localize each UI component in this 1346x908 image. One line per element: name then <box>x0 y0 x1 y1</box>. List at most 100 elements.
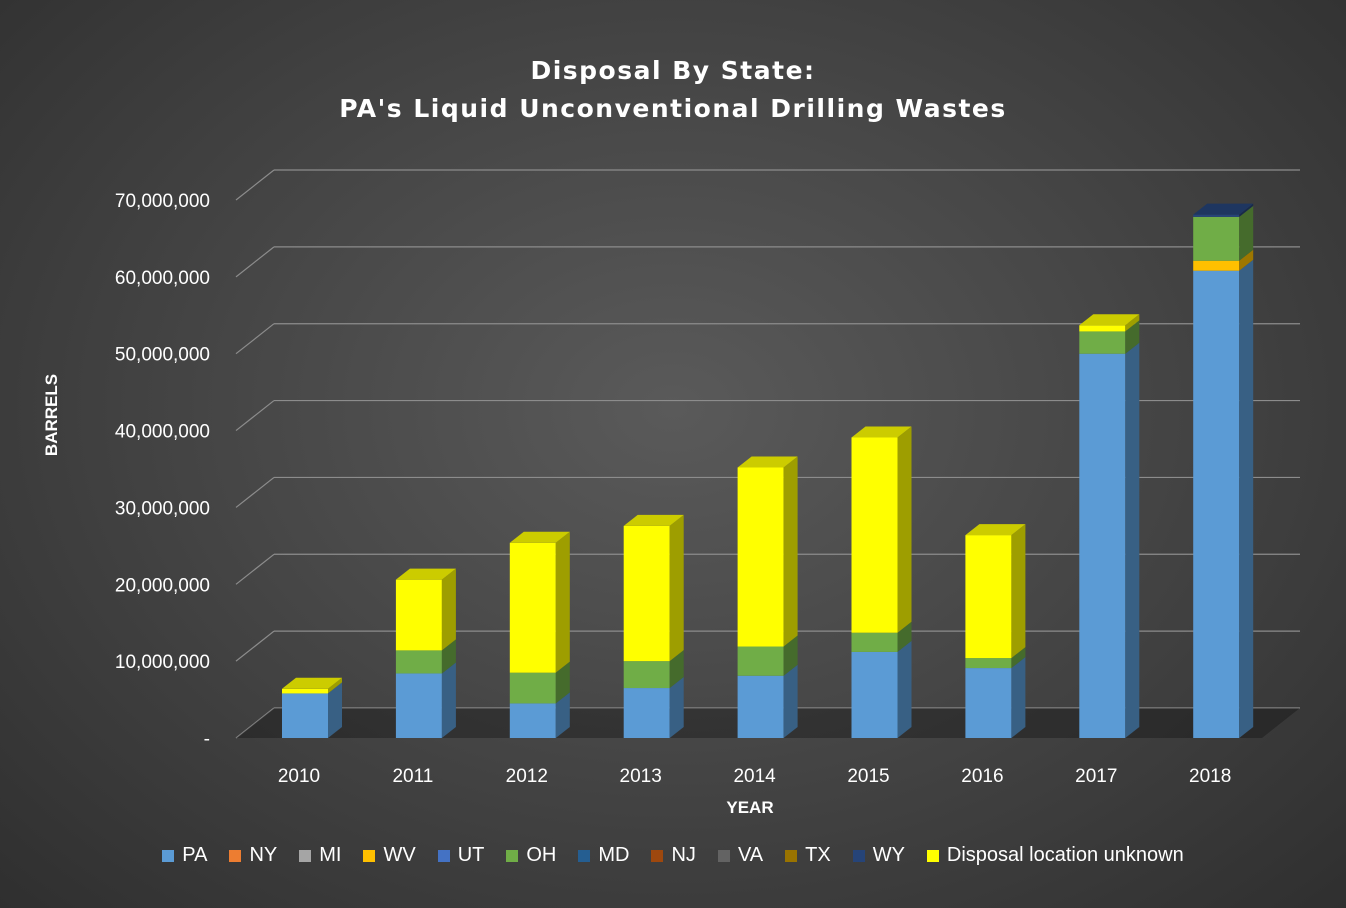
bar-segment-oh-2015 <box>851 632 898 652</box>
bar-group-2017 <box>1079 314 1140 738</box>
bar-segment-side <box>1011 647 1026 669</box>
x-tick-label: 2014 <box>733 766 776 787</box>
bar-top-face <box>1079 314 1140 326</box>
chart-title-line-1: Disposal By State: <box>530 56 816 85</box>
bar-segment-side <box>1011 524 1026 659</box>
legend-swatch <box>578 849 591 862</box>
bar-segment-side <box>669 650 684 689</box>
legend-label: VA <box>737 844 764 866</box>
bar-segment-side <box>555 692 570 738</box>
bar-segment-side <box>441 639 456 674</box>
bar-segment-side <box>1125 320 1140 354</box>
bar-segment-side <box>1239 249 1254 271</box>
gridline-diagonal <box>235 630 275 662</box>
legend-swatch <box>785 849 798 862</box>
x-tick-label: 2017 <box>1075 766 1117 787</box>
legend-label: OH <box>526 844 557 866</box>
bar-group-2015 <box>851 426 912 738</box>
bar-segment-disposal-location-unknown-2016 <box>965 535 1012 659</box>
y-tick-label: 70,000,000 <box>115 191 210 212</box>
legend-item: OH <box>506 844 556 867</box>
bar-segment-pa-2013 <box>623 688 670 738</box>
bar-segment-pa-2015 <box>851 651 898 738</box>
bar-segment-oh-2014 <box>737 646 784 676</box>
bar-segment-oh-2016 <box>965 658 1012 669</box>
legend-swatch <box>506 849 519 862</box>
legend-label: NY <box>249 844 278 866</box>
bar-segment-disposal-location-unknown-2015 <box>851 437 898 633</box>
x-tick-label: 2013 <box>620 766 662 787</box>
bar-segment-side <box>555 661 570 704</box>
bar-segment-disposal-location-unknown-2010 <box>282 688 328 694</box>
bar-segment-side <box>783 635 798 676</box>
y-axis-ticks: - 10,000,000 20,000,000 30,000,000 40,000,00… <box>115 191 210 750</box>
bar-segment-side <box>1239 203 1254 217</box>
y-axis-label: BARRELS <box>42 373 61 457</box>
bar-segment-side <box>669 514 684 662</box>
bar-segment-side <box>783 456 798 647</box>
y-tick-label: 50,000,000 <box>115 345 210 366</box>
bar-segment-disposal-location-unknown-2017 <box>1079 325 1126 332</box>
bar-segment-pa-2017 <box>1079 353 1126 738</box>
bar-segment-disposal-location-unknown-2014 <box>737 467 784 647</box>
bar-group-2011 <box>395 568 456 738</box>
bar-segment-pa-2014 <box>737 675 784 738</box>
legend-swatch <box>363 849 376 862</box>
legend-swatch <box>926 849 939 862</box>
bar-segment-side <box>555 531 570 673</box>
legend-label: WY <box>872 844 905 866</box>
y-tick-label: 40,000,000 <box>115 422 210 443</box>
bar-segment-wy-2018 <box>1193 214 1240 217</box>
bar-segment-pa-2016 <box>965 668 1012 738</box>
x-tick-label: 2018 <box>1189 766 1231 787</box>
bar-group-2014 <box>737 456 798 738</box>
bar-segment-side <box>1125 342 1140 738</box>
bar-group-2016 <box>965 524 1026 738</box>
bar-segment-side <box>441 568 456 651</box>
bar-segment-oh-2013 <box>623 661 670 689</box>
bar-segment-side <box>897 426 912 633</box>
x-tick-label: 2012 <box>506 766 548 787</box>
x-tick-label: 2010 <box>278 766 320 787</box>
bar-segment-oh-2018 <box>1193 216 1240 261</box>
bar-segment-side <box>897 640 912 738</box>
bar-segment-oh-2012 <box>509 672 556 704</box>
bar-segment-pa-2010 <box>282 693 328 738</box>
bar-segment-side <box>328 682 342 738</box>
x-axis-ticks: 2010 2011 2012 2013 2014 2015 2016 2017 2018 <box>278 766 1231 787</box>
y-tick-label: 30,000,000 <box>115 498 210 519</box>
legend-item: PA <box>162 844 207 867</box>
gridline-diagonal <box>235 476 275 508</box>
bar-segment-wv-2018 <box>1193 260 1240 271</box>
bar-top-face <box>1193 203 1254 215</box>
legend-item: WV <box>363 844 416 867</box>
bar-segment-disposal-location-unknown-2011 <box>395 579 442 651</box>
bar-top-face <box>509 531 570 543</box>
bars <box>282 203 1254 738</box>
bar-segment-oh-2017 <box>1079 331 1126 354</box>
legend-label: PA <box>182 844 208 866</box>
bar-segment-side <box>1239 259 1254 738</box>
bar-group-2018 <box>1193 203 1254 738</box>
bar-segment-disposal-location-unknown-2012 <box>509 542 556 673</box>
gridline-diagonal <box>235 323 275 355</box>
chart-title-line-2: PA's Liquid Unconventional Drilling Wast… <box>339 94 1007 123</box>
legend-swatch <box>229 849 242 862</box>
bar-group-2010 <box>282 677 342 738</box>
bar-segment-pa-2011 <box>395 673 442 738</box>
bar-group-2013 <box>623 514 684 738</box>
bar-group-2012 <box>509 531 570 738</box>
bar-top-face <box>851 426 912 438</box>
legend-item: Disposal location unknown <box>926 844 1184 867</box>
legend-label: NJ <box>671 844 696 866</box>
bar-top-face <box>737 456 798 468</box>
x-axis-label: YEAR <box>726 798 774 817</box>
gridline-diagonal <box>235 400 275 432</box>
bar-segment-side <box>1125 314 1140 332</box>
y-tick-label: 20,000,000 <box>115 575 210 596</box>
bar-segment-side <box>1011 657 1026 738</box>
y-tick-label: - <box>204 729 210 750</box>
legend-label: MI <box>319 844 342 866</box>
legend-item: TX <box>785 844 831 867</box>
legend-label: Disposal location unknown <box>946 844 1184 866</box>
